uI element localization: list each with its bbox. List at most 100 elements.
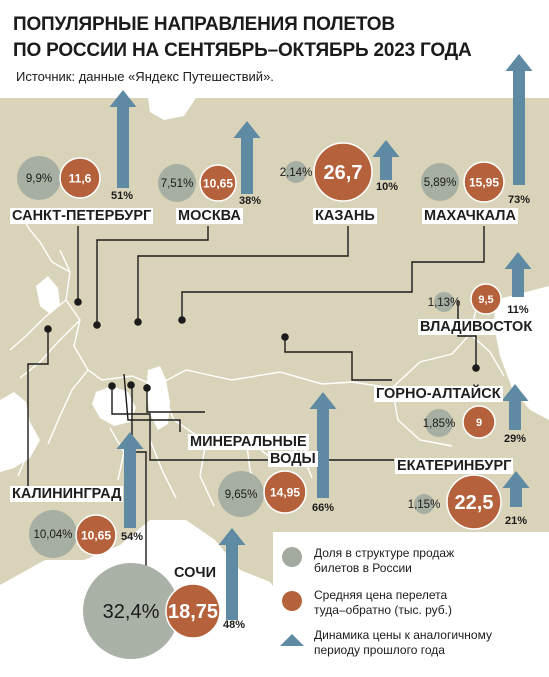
city-dot — [134, 318, 142, 326]
growth-value-gorno-altaysk: 29% — [504, 433, 526, 445]
title-line-2: ПО РОССИИ НА СЕНТЯБРЬ–ОКТЯБРЬ 2023 ГОДА — [13, 40, 472, 61]
leader-line — [137, 226, 349, 322]
city-dot — [108, 382, 116, 390]
price-value-moscow: 10,65 — [203, 176, 233, 190]
price-circle-sochi — [165, 583, 221, 639]
share-value-moscow: 7,51% — [161, 178, 194, 190]
country-border — [19, 319, 81, 379]
share-value-sochi: 32,4% — [103, 601, 160, 623]
sea-north — [148, 98, 196, 120]
title-line-1: ПОПУЛЯРНЫЕ НАПРАВЛЕНИЯ ПОЛЕТОВ — [13, 14, 395, 35]
city-label-makhachkala: МАХАЧКАЛА — [422, 208, 518, 224]
country-border — [149, 439, 177, 499]
city-label-mineralnye-vody-line-1: МИНЕРАЛЬНЫЕ — [188, 434, 309, 450]
share-value-vladivostok: 1,13% — [428, 297, 461, 309]
city-dot — [44, 325, 52, 333]
legend-share-text: Доля в структуре продаж билетов в России — [314, 546, 454, 576]
growth-arrow-kazan — [372, 140, 400, 180]
legend-price-text: Средняя цена перелета туда–обратно (тыс.… — [314, 588, 452, 618]
legend-arrow-swatch — [280, 634, 304, 646]
growth-value-yekaterinburg: 21% — [505, 515, 527, 527]
sea-black — [92, 386, 136, 426]
share-circle-moscow — [158, 164, 196, 202]
country-border — [199, 441, 215, 507]
city-label-sochi: СОЧИ — [172, 565, 218, 581]
legend-share-line-1: Доля в структуре продаж — [314, 546, 455, 560]
share-circle-kazan — [285, 161, 307, 183]
source-note: Источник: данные «Яндекс Путешествий». — [16, 69, 274, 84]
price-circle-saint-petersburg — [59, 157, 101, 199]
leader-line — [27, 328, 49, 488]
price-circle-kazan — [313, 142, 373, 202]
share-circle-saint-petersburg — [17, 156, 61, 200]
price-value-vladivostok: 9,5 — [478, 294, 493, 306]
price-circle-kaliningrad — [75, 514, 117, 556]
legend-growth-line-1: Динамика цены к аналогичному — [314, 628, 492, 642]
legend-share-line-2: билетов в России — [314, 561, 412, 575]
leader-line — [123, 373, 181, 432]
price-value-sochi: 18,75 — [168, 601, 218, 623]
share-circle-makhachkala — [421, 163, 459, 201]
share-value-mineralnye-vody: 9,65% — [225, 489, 258, 501]
share-value-yekaterinburg: 1,15% — [408, 499, 441, 511]
city-dot — [74, 298, 82, 306]
share-circle-gorno-altaysk — [425, 409, 453, 437]
share-value-makhachkala: 5,89% — [424, 177, 457, 189]
leader-line — [457, 300, 477, 368]
country-border — [47, 369, 89, 445]
price-value-makhachkala: 15,95 — [469, 175, 499, 189]
growth-arrow-vladivostok — [504, 252, 532, 297]
legend-price-line-1: Средняя цена перелета — [314, 588, 448, 602]
city-label-moscow: МОСКВА — [176, 208, 243, 224]
growth-value-vladivostok: 11% — [507, 304, 529, 316]
growth-value-sochi: 48% — [223, 619, 245, 631]
growth-value-kazan: 10% — [376, 181, 398, 193]
price-circle-vladivostok — [470, 283, 502, 315]
growth-arrow-gorno-altaysk — [501, 384, 529, 430]
city-label-kaliningrad: КАЛИНИНГРАД — [10, 486, 124, 502]
price-circle-moscow — [199, 164, 237, 202]
price-value-gorno-altaysk: 9 — [476, 417, 482, 429]
price-value-mineralnye-vody: 14,95 — [270, 485, 300, 499]
city-label-gorno-altaysk: ГОРНО-АЛТАЙСК — [374, 386, 503, 402]
legend-growth-line-2: периоду прошлого года — [314, 643, 445, 657]
city-label-kazan: КАЗАНЬ — [313, 208, 377, 224]
legend-share-swatch — [282, 547, 302, 567]
price-circle-yekaterinburg — [446, 474, 502, 530]
city-dot — [281, 333, 289, 341]
city-dot — [472, 364, 480, 372]
growth-value-kaliningrad: 54% — [121, 531, 143, 543]
share-circle-yekaterinburg — [414, 494, 434, 514]
share-circle-kaliningrad — [29, 510, 77, 558]
price-circle-mineralnye-vody — [263, 470, 307, 514]
share-value-kaliningrad: 10,04% — [33, 529, 72, 541]
price-circle-gorno-altaysk — [462, 405, 496, 439]
legend-price-line-2: туда–обратно (тыс. руб.) — [314, 603, 453, 617]
share-circle-sochi — [83, 563, 179, 659]
share-circle-vladivostok — [434, 292, 454, 312]
leader-line — [96, 226, 209, 325]
share-value-kazan: 2,14% — [280, 167, 313, 179]
country-border — [19, 213, 71, 273]
share-value-saint-petersburg: 9,9% — [26, 173, 52, 185]
price-value-kaliningrad: 10,65 — [81, 528, 111, 542]
legend-panel — [273, 532, 549, 677]
share-circle-mineralnye-vody — [218, 471, 264, 517]
leader-line — [146, 384, 205, 413]
city-label-mineralnye-vody-line-2: ВОДЫ — [268, 451, 318, 467]
sea-west — [0, 392, 40, 472]
leader-line — [181, 226, 485, 320]
leader-line — [284, 338, 392, 381]
sea-baltic — [36, 276, 60, 314]
growth-arrow-sochi — [218, 528, 246, 620]
growth-value-makhachkala: 73% — [508, 194, 530, 206]
legend-price-swatch — [282, 591, 302, 611]
city-dot — [93, 321, 101, 329]
price-circle-makhachkala — [463, 161, 505, 203]
country-border — [17, 419, 31, 477]
price-value-yekaterinburg: 22,5 — [455, 492, 494, 514]
city-dot — [143, 384, 151, 392]
city-dot — [178, 316, 186, 324]
